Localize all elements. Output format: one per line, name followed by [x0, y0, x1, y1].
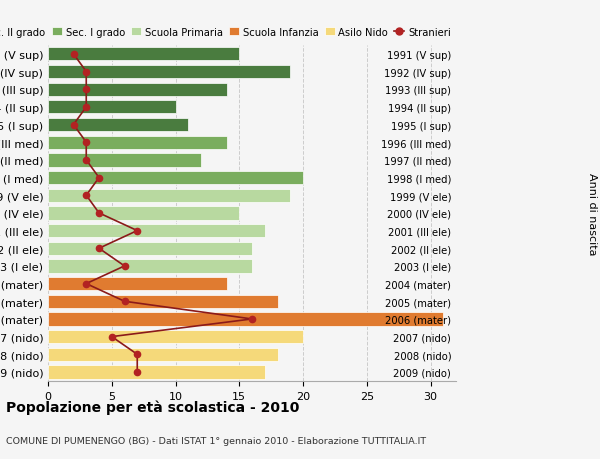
Bar: [48, 172, 303, 185]
Bar: [48, 365, 265, 379]
Bar: [48, 313, 443, 326]
Bar: [48, 101, 176, 114]
Bar: [48, 154, 201, 167]
Bar: [48, 207, 239, 220]
Bar: [48, 260, 252, 273]
Text: Popolazione per età scolastica - 2010: Popolazione per età scolastica - 2010: [6, 399, 299, 414]
Legend: Sec. II grado, Sec. I grado, Scuola Primaria, Scuola Infanzia, Asilo Nido, Stran: Sec. II grado, Sec. I grado, Scuola Prim…: [0, 28, 451, 38]
Text: Anni di nascita: Anni di nascita: [587, 172, 597, 255]
Bar: [48, 242, 252, 255]
Bar: [48, 84, 227, 96]
Bar: [48, 277, 227, 291]
Bar: [48, 330, 303, 343]
Bar: [48, 136, 227, 150]
Bar: [48, 189, 290, 202]
Bar: [48, 66, 290, 79]
Bar: [48, 224, 265, 238]
Text: COMUNE DI PUMENENGO (BG) - Dati ISTAT 1° gennaio 2010 - Elaborazione TUTTITALIA.: COMUNE DI PUMENENGO (BG) - Dati ISTAT 1°…: [6, 436, 426, 445]
Bar: [48, 48, 239, 62]
Bar: [48, 295, 277, 308]
Bar: [48, 118, 188, 132]
Bar: [48, 348, 277, 361]
